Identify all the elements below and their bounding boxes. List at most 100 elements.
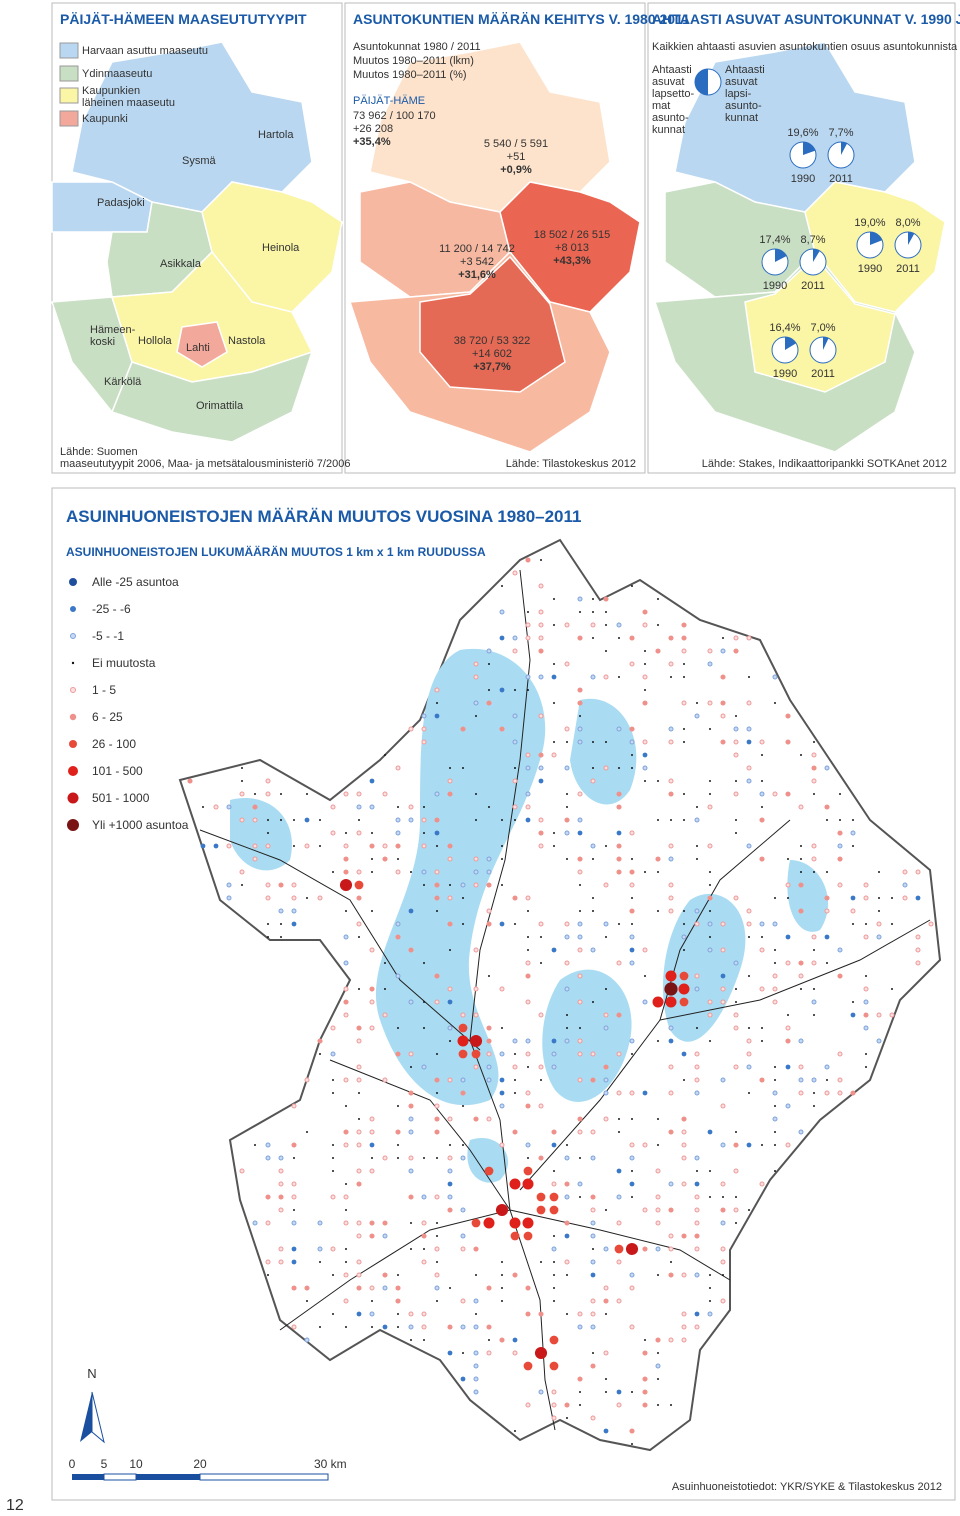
grid-dot [408,804,414,810]
grid-dot [343,1012,349,1018]
arrow-left [80,1392,92,1442]
region-value: +35,4% [353,136,391,148]
grid-dot [369,986,375,992]
header-line: Muutos 1980–2011 (%) [353,69,467,81]
area-value: +43,3% [553,255,591,267]
grid-dot [681,1116,687,1122]
grid-dot [332,1157,334,1159]
grid-dot [384,754,386,756]
grid-dot [759,1181,765,1187]
grid-dot [707,999,713,1005]
grid-dot [694,1272,700,1278]
grid-dot [473,1389,479,1395]
grid-dot [486,1077,492,1083]
grid-dot [592,897,594,899]
grid-dot [473,1116,479,1122]
grid-dot [564,830,570,836]
grid-dot [395,973,401,979]
grid-dot [616,726,622,732]
grid-dot [551,1129,557,1135]
grid-dot [631,923,633,925]
grid-dot [527,611,529,613]
grid-dot [447,778,453,784]
grid-dot [408,726,414,732]
grid-dot [616,1194,622,1200]
grid-dot [421,843,427,849]
grid-dot [343,869,349,875]
road [279,1209,511,1331]
grid-dot [462,1352,464,1354]
grid-dot [668,843,674,849]
grid-dot [681,934,687,940]
grid-dot [499,1337,505,1343]
grid-dot [800,845,802,847]
grid-dot [891,897,893,899]
grid-dot [798,1090,804,1096]
grid-dot [202,806,204,808]
grid-dot [735,1196,737,1198]
grid-dot [813,871,815,873]
grid-dot [694,713,700,719]
grid-dot [772,973,778,979]
grid-dot [423,1027,425,1029]
grid-dot [785,1064,791,1070]
grid-dot [696,845,698,847]
grid-dot [798,1129,804,1135]
grid-dot [837,947,843,953]
grid-dot [434,1194,440,1200]
grid-dot [696,1027,698,1029]
grid-dot [483,1217,495,1229]
grid-dot [356,1129,362,1135]
grid-dot [657,1144,659,1146]
grid-dot [826,962,828,964]
grid-dot [813,793,815,795]
grid-dot [501,858,503,860]
grid-dot [603,1025,609,1031]
grid-dot [720,674,726,680]
grid-dot [436,1092,438,1094]
grid-dot [657,1274,659,1276]
grid-dot [733,1207,739,1213]
grid-dot [486,1285,492,1291]
grid-dot [525,674,531,680]
grid-dot [735,819,737,821]
grid-dot [486,1051,492,1057]
area-value: +14 602 [472,348,512,360]
grid-dot [356,1181,362,1187]
grid-dot [720,1207,726,1213]
grid-dot [369,1220,375,1226]
grid-dot [319,845,321,847]
grid-dot [538,921,544,927]
grid-dot [525,635,531,641]
grid-dot [733,648,739,654]
grid-dot [486,856,492,862]
grid-dot [813,1014,815,1016]
header-line: Muutos 1980–2011 (lkm) [353,55,474,67]
grid-dot [267,1274,269,1276]
grid-dot [603,1064,609,1070]
grid-dot [226,804,232,810]
grid-dot [382,1077,388,1083]
grid-dot [306,793,308,795]
grid-dot [681,622,687,628]
grid-dot [664,982,678,996]
grid-dot [891,923,893,925]
grid-dot [486,1350,492,1356]
grid-dot [564,817,570,823]
grid-dot [889,1012,895,1018]
grid-dot [709,936,711,938]
grid-dot [798,882,804,888]
grid-dot [592,637,594,639]
grid-dot [410,1339,412,1341]
grid-dot [566,1027,568,1029]
area-value: +37,7% [473,361,511,373]
grid-dot [538,830,544,836]
grid-dot [759,739,765,745]
grid-dot [618,767,620,769]
grid-dot [356,1077,362,1083]
grid-dot [356,1233,362,1239]
grid-dot [356,1311,362,1317]
grid-dot [709,884,711,886]
grid-dot [564,765,570,771]
legend-label: Kaupunki [82,113,128,125]
